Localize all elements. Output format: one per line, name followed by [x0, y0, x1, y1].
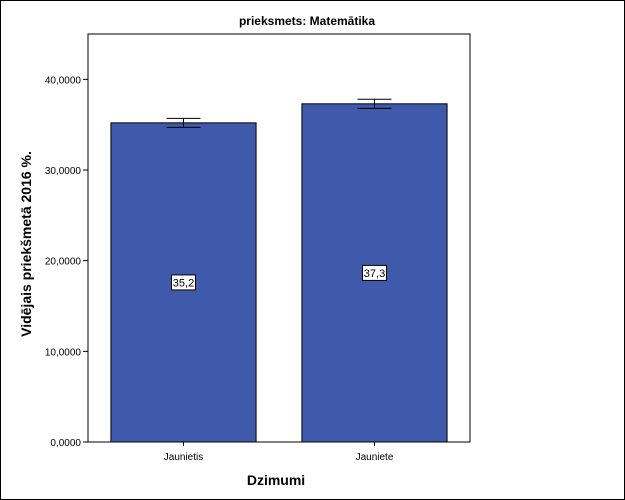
- data-label-1-box: [171, 274, 196, 291]
- y-tick-label-3: 20,0000: [45, 257, 82, 268]
- y-axis-title: Vidējais priekšmetā 2016 %.: [18, 151, 34, 337]
- error-bars-group: [166, 98, 392, 128]
- data-label-2: 37,3: [364, 268, 385, 280]
- data-label-2-box: [362, 264, 387, 281]
- x-axis-title: Dzimumi: [247, 472, 305, 488]
- y-tick-label-5: 40,0000: [45, 75, 82, 86]
- y-axis: 0,0000 10,0000 20,0000 30,0000 40,0000: [45, 75, 88, 449]
- data-label-1: 35,2: [173, 277, 194, 289]
- x-tick-label-1: Jaunietis: [164, 452, 203, 463]
- y-tick-label-1: 0,0000: [50, 438, 81, 449]
- chart-title: prieksmets: Matemātika: [239, 14, 375, 28]
- x-axis: Jaunietis Jauniete: [164, 442, 394, 463]
- data-labels-group: 35,2 37,3: [171, 264, 387, 291]
- y-tick-label-2: 10,0000: [45, 347, 82, 358]
- x-tick-label-2: Jauniete: [356, 452, 394, 463]
- y-tick-label-4: 30,0000: [45, 166, 82, 177]
